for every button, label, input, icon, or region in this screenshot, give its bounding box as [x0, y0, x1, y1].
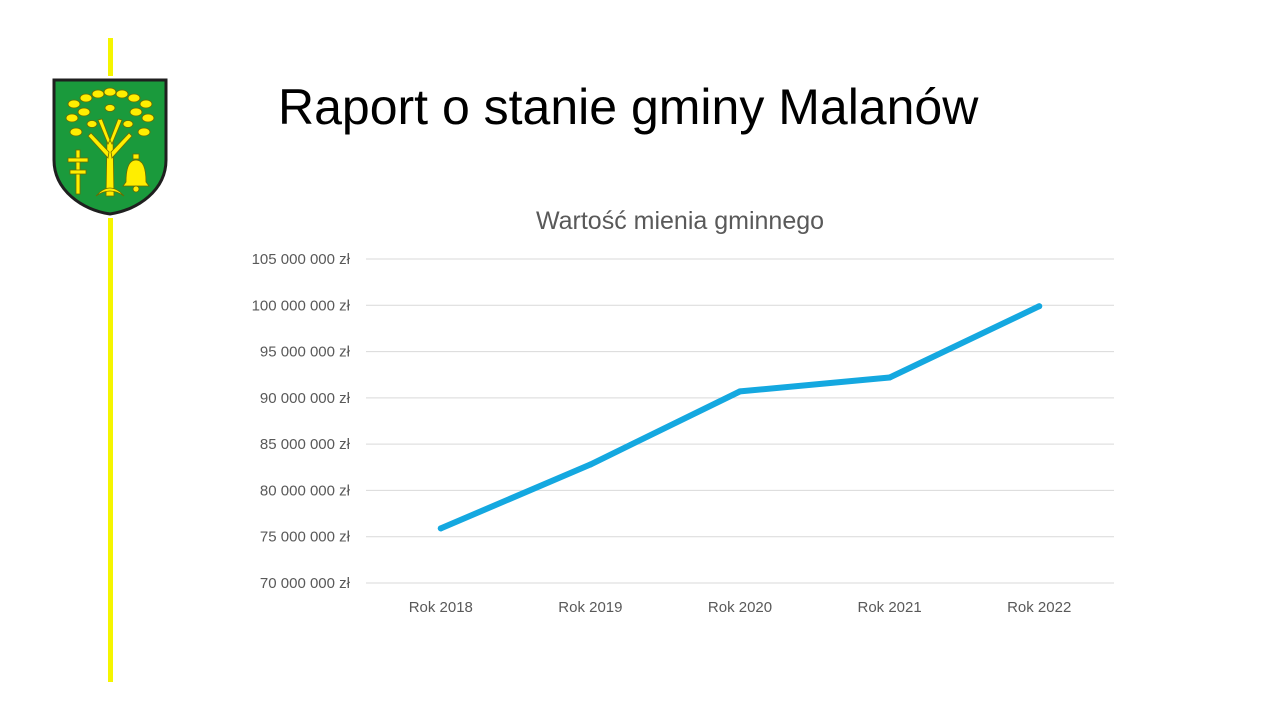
- coat-of-arms-tree-icon: [52, 78, 168, 216]
- x-tick-label: Rok 2021: [857, 599, 921, 616]
- data-point: [587, 461, 594, 468]
- data-point: [737, 388, 743, 395]
- data-point: [437, 525, 444, 532]
- x-tick-label: Rok 2019: [558, 599, 622, 616]
- y-tick-label: 90 000 000 zł: [260, 390, 351, 407]
- data-point: [1036, 303, 1043, 310]
- y-tick-label: 70 000 000 zł: [260, 575, 351, 592]
- accent-line-top: [108, 38, 113, 76]
- accent-line-bottom: [108, 218, 113, 682]
- y-tick-label: 85 000 000 zł: [260, 436, 351, 453]
- series-line: [437, 303, 1043, 532]
- chart-title: Wartość mienia gminnego: [536, 207, 824, 235]
- x-tick-label: Rok 2018: [409, 599, 473, 616]
- y-tick-label: 105 000 000 zł: [252, 251, 351, 268]
- x-tick-label: Rok 2022: [1007, 599, 1071, 616]
- y-tick-label: 100 000 000 zł: [252, 297, 351, 314]
- y-tick-label: 75 000 000 zł: [260, 529, 351, 546]
- page-title: Raport o stanie gminy Malanów: [278, 79, 979, 135]
- y-tick-label: 95 000 000 zł: [260, 344, 351, 361]
- y-tick-label: 80 000 000 zł: [260, 482, 351, 499]
- data-point: [886, 374, 893, 381]
- x-tick-label: Rok 2020: [708, 599, 772, 616]
